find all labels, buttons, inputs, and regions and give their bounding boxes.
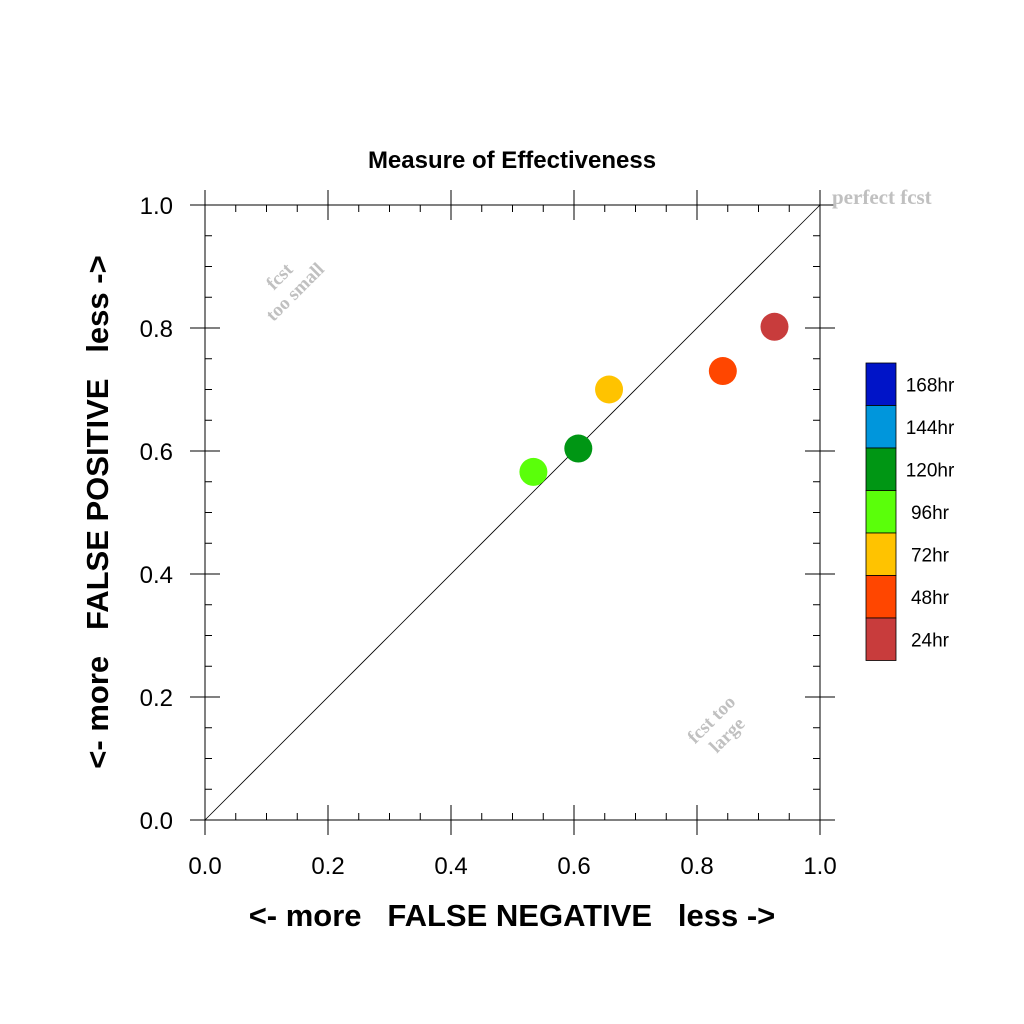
x-tick-label: 0.2 xyxy=(311,853,344,880)
x-tick-labels: 0.0 0.2 0.4 0.6 0.8 1.0 xyxy=(188,853,836,880)
y-tick-label: 0.8 xyxy=(140,316,173,343)
perfect-forecast-label: perfect fcst xyxy=(832,185,932,209)
legend-swatch-144hr xyxy=(865,405,897,449)
y-tick-label: 0.6 xyxy=(140,439,173,466)
y-tick-label: 0.0 xyxy=(140,808,173,835)
legend-label-168hr: 168hr xyxy=(906,375,955,396)
y-axis-label: <- more FALSE POSITIVE less -> xyxy=(80,255,115,768)
legend-label-120hr: 120hr xyxy=(906,460,955,481)
too-small-annotation: fcst too small xyxy=(262,259,329,326)
legend-label-24hr: 24hr xyxy=(911,630,950,651)
legend-swatch-24hr xyxy=(865,617,897,661)
y-tick-label: 1.0 xyxy=(140,193,173,220)
legend-label-144hr: 144hr xyxy=(906,418,955,439)
x-tick-label: 0.4 xyxy=(434,853,467,880)
perfect-forecast-line xyxy=(204,204,821,821)
legend-swatch-96hr xyxy=(865,490,897,534)
legend-swatch-168hr xyxy=(865,362,897,406)
legend-swatch-120hr xyxy=(865,447,897,491)
x-axis-label: <- more FALSE NEGATIVE less -> xyxy=(249,898,776,933)
x-tick-label: 0.8 xyxy=(680,853,713,880)
x-tick-label: 0.0 xyxy=(188,853,221,880)
legend: 168hr 144hr 120hr 96hr 72hr 48hr 24hr xyxy=(865,362,955,661)
point-96hr xyxy=(519,457,548,486)
point-24hr xyxy=(760,312,789,341)
point-48hr xyxy=(708,357,737,386)
x-tick-label: 1.0 xyxy=(803,853,836,880)
legend-swatch-48hr xyxy=(865,575,897,619)
chart-title: Measure of Effectiveness xyxy=(368,147,656,174)
legend-label-96hr: 96hr xyxy=(911,503,950,524)
too-large-annotation: fcst too large xyxy=(684,692,750,758)
y-tick-label: 0.2 xyxy=(140,685,173,712)
legend-label-48hr: 48hr xyxy=(911,588,950,609)
legend-label-72hr: 72hr xyxy=(911,545,950,566)
point-72hr xyxy=(595,375,624,404)
legend-swatch-72hr xyxy=(865,532,897,576)
point-120hr xyxy=(564,434,593,463)
axis-ticks xyxy=(190,190,835,835)
x-tick-label: 0.6 xyxy=(557,853,590,880)
y-tick-label: 0.4 xyxy=(140,562,173,589)
y-tick-labels: 0.0 0.2 0.4 0.6 0.8 1.0 xyxy=(140,193,173,835)
data-points xyxy=(519,312,789,486)
